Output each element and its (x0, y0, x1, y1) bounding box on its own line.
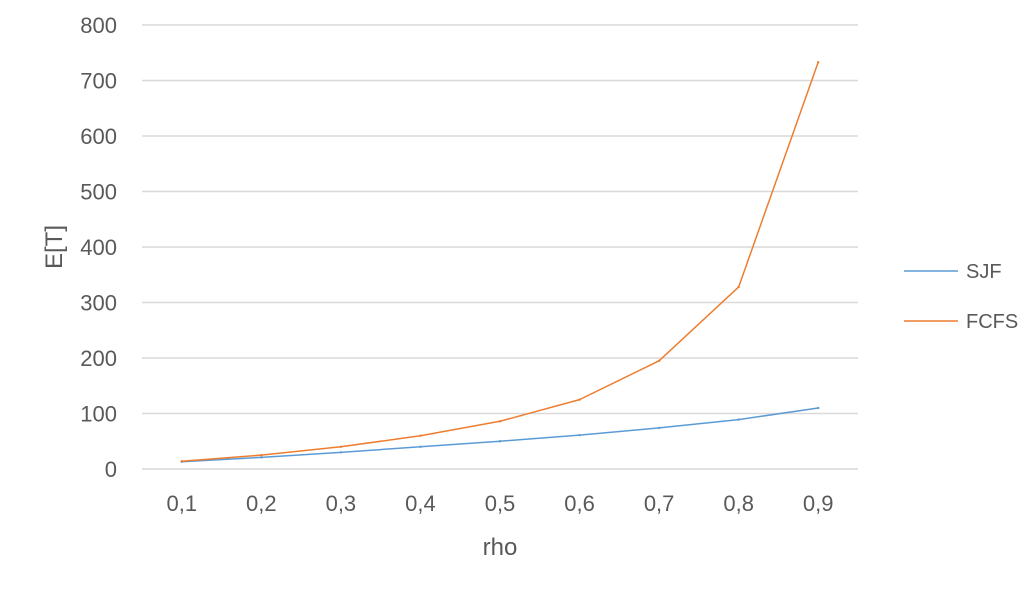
data-point-fcfs (180, 460, 183, 463)
data-point-fcfs (339, 445, 343, 448)
legend: SJF FCFS (904, 261, 1018, 333)
data-point-sjf (737, 418, 740, 421)
data-point-sjf (498, 440, 502, 443)
legend-label: FCFS (966, 311, 1018, 333)
y-axis-ticks: 0 100 200 300 400 500 600 700 800 (80, 13, 117, 482)
data-point-sjf (260, 456, 263, 459)
y-tick-label: 0 (105, 457, 117, 482)
data-point-fcfs (817, 60, 820, 64)
legend-label: SJF (966, 261, 1002, 283)
y-tick-label: 400 (80, 235, 117, 260)
x-tick-label: 0,8 (723, 491, 754, 516)
data-point-sjf (578, 433, 581, 437)
y-axis-title: E[T] (41, 225, 68, 269)
gridlines (142, 24, 858, 470)
y-tick-label: 500 (80, 180, 117, 205)
y-tick-label: 200 (80, 346, 117, 371)
y-tick-label: 700 (80, 69, 117, 94)
x-tick-label: 0,1 (166, 491, 197, 516)
data-point-fcfs (578, 398, 581, 401)
data-point-fcfs (657, 359, 661, 362)
data-point-fcfs (260, 453, 263, 457)
x-tick-label: 0,7 (644, 491, 675, 516)
x-axis-ticks: 0,1 0,2 0,3 0,4 0,5 0,6 0,7 0,8 0,9 (166, 491, 833, 516)
x-axis-title: rho (483, 534, 518, 561)
x-tick-label: 0,3 (326, 491, 357, 516)
data-point-sjf (817, 406, 820, 410)
data-point-fcfs (419, 434, 422, 437)
series-lines (180, 60, 820, 463)
data-point-sjf (339, 451, 343, 454)
x-tick-label: 0,5 (485, 491, 516, 516)
x-tick-label: 0,4 (405, 491, 436, 516)
x-tick-label: 0,6 (564, 491, 595, 516)
data-point-sjf (419, 445, 422, 448)
y-tick-label: 300 (80, 291, 117, 316)
y-tick-label: 800 (80, 13, 117, 38)
data-point-fcfs (737, 285, 740, 289)
data-point-sjf (657, 426, 661, 430)
y-tick-label: 100 (80, 402, 117, 427)
x-tick-label: 0,2 (246, 491, 277, 516)
y-tick-label: 600 (80, 124, 117, 149)
series-line-fcfs (181, 61, 819, 462)
data-point-fcfs (498, 420, 502, 423)
x-tick-label: 0,9 (803, 491, 834, 516)
